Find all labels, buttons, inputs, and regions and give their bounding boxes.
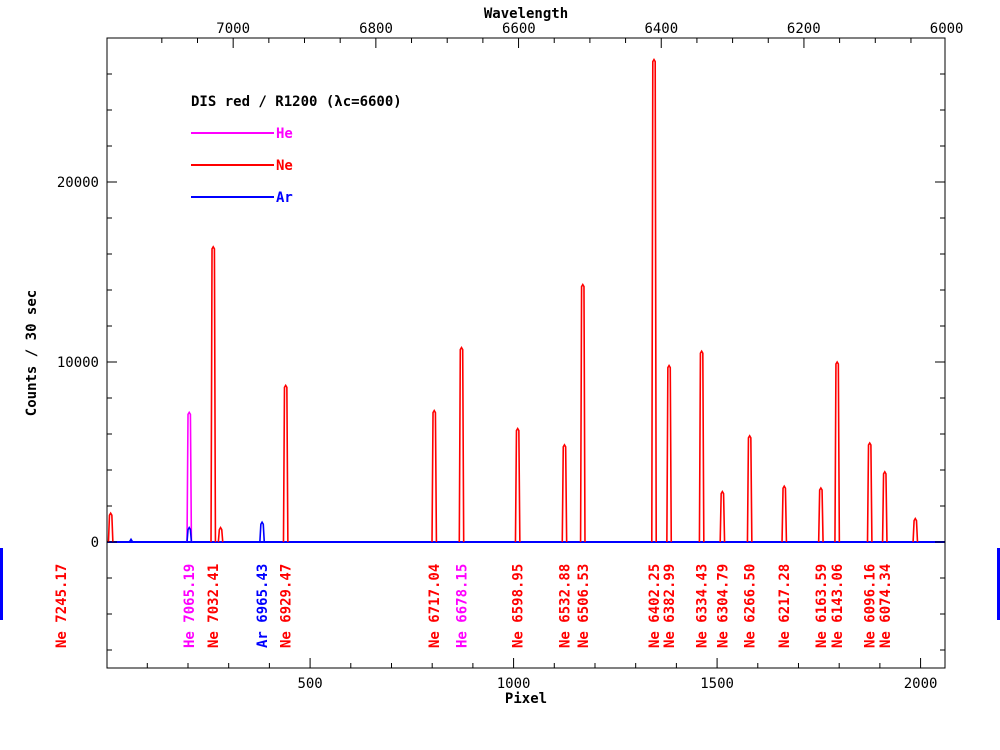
spectral-peak-ne-15 bbox=[817, 486, 824, 543]
line-labels-layer: Ne 7245.17 He 7065.19 Ne 7032.41 Ar 6965.43… bbox=[54, 564, 894, 648]
x-tick-label: 2000 bbox=[904, 676, 938, 692]
spectral-peak-ne-8 bbox=[579, 283, 586, 543]
spectral-peak-ne-10 bbox=[666, 364, 673, 543]
legend-label-ne: Ne bbox=[276, 158, 293, 174]
line-label-ne: Ne 6382.99 bbox=[662, 564, 678, 648]
top-axis-title: Wavelength bbox=[484, 6, 568, 22]
line-label-ne: Ne 6598.95 bbox=[511, 564, 527, 648]
spectral-peak-ar-2 bbox=[128, 537, 134, 543]
spectral-peak-ne-3 bbox=[282, 383, 289, 543]
spectral-peak-ne-7 bbox=[561, 443, 568, 543]
line-label-ne: Ne 6334.43 bbox=[695, 564, 711, 648]
right-edge-marker bbox=[997, 548, 1000, 620]
wavelength-tick-label: 6800 bbox=[359, 21, 393, 37]
y-axis-title: Counts / 30 sec bbox=[24, 290, 40, 416]
spectral-peak-ne-12 bbox=[719, 490, 726, 543]
spectral-peak-ne-6 bbox=[514, 427, 521, 543]
spectral-peak-ne-0 bbox=[107, 511, 114, 543]
spectral-peak-ne-11 bbox=[698, 349, 705, 543]
wavelength-tick-label: 6200 bbox=[787, 21, 821, 37]
wavelength-tick-label: 6400 bbox=[644, 21, 678, 37]
spectral-peak-ne-13 bbox=[746, 434, 753, 543]
legend: He Ne Ar bbox=[191, 126, 293, 206]
spectral-peak-ne-16 bbox=[834, 360, 841, 543]
left-edge-marker bbox=[0, 548, 3, 620]
spectral-peak-he-0 bbox=[186, 410, 193, 543]
x-tick-label: 500 bbox=[297, 676, 322, 692]
y-tick-label: 10000 bbox=[57, 355, 99, 371]
wavelength-tick-label: 7000 bbox=[216, 21, 250, 37]
line-label-ne: Ne 6266.50 bbox=[743, 564, 759, 648]
y-tick-label: 0 bbox=[91, 535, 99, 551]
line-label-ne: Ne 6717.04 bbox=[427, 564, 443, 648]
chart-title: DIS red / R1200 (λc=6600) bbox=[191, 94, 402, 110]
line-label-ne: Ne 7245.17 bbox=[54, 564, 70, 648]
line-label-ar: Ar 6965.43 bbox=[255, 564, 271, 648]
x-tick-label: 1000 bbox=[497, 676, 531, 692]
line-label-ne: Ne 6096.16 bbox=[863, 564, 879, 648]
legend-label-ar: Ar bbox=[276, 190, 293, 206]
spectral-peak-ne-19 bbox=[912, 517, 919, 543]
spectral-peak-ne-17 bbox=[866, 441, 873, 543]
wavelength-tick-label: 6000 bbox=[930, 21, 964, 37]
spectrum-layer bbox=[107, 58, 945, 543]
plot-frame bbox=[106, 37, 946, 669]
spectral-peak-ne-5 bbox=[458, 346, 465, 543]
wavelength-tick-label: 6600 bbox=[502, 21, 536, 37]
x-tick-label: 1500 bbox=[700, 676, 734, 692]
line-label-ne: Ne 6143.06 bbox=[830, 564, 846, 648]
x-axis-title: Pixel bbox=[505, 691, 547, 707]
line-label-ne: Ne 7032.41 bbox=[206, 564, 222, 648]
y-tick-label: 20000 bbox=[57, 175, 99, 191]
spectral-peak-ne-4 bbox=[431, 409, 438, 543]
line-label-ne: Ne 6402.25 bbox=[647, 564, 663, 648]
spectral-peak-ar-1 bbox=[259, 520, 266, 543]
line-label-he: He 7065.19 bbox=[182, 564, 198, 648]
line-label-ne: Ne 6929.47 bbox=[279, 564, 295, 648]
line-label-ne: Ne 6217.28 bbox=[777, 564, 793, 648]
line-label-ne: Ne 6163.59 bbox=[814, 564, 830, 648]
spectral-peak-ne-14 bbox=[781, 484, 788, 543]
spectral-peak-ne-1 bbox=[210, 245, 217, 543]
spectral-peak-ne-2 bbox=[217, 526, 224, 543]
spectral-peak-ne-18 bbox=[881, 470, 888, 543]
line-label-ne: Ne 6074.34 bbox=[878, 564, 894, 648]
spectral-peak-ne-9 bbox=[650, 58, 657, 543]
line-label-he: He 6678.15 bbox=[454, 564, 470, 648]
line-label-ne: Ne 6506.53 bbox=[576, 564, 592, 648]
line-label-ne: Ne 6532.88 bbox=[557, 564, 573, 648]
spectral-peak-ar-0 bbox=[186, 526, 193, 543]
line-label-ne: Ne 6304.79 bbox=[715, 564, 731, 648]
legend-label-he: He bbox=[276, 126, 293, 142]
